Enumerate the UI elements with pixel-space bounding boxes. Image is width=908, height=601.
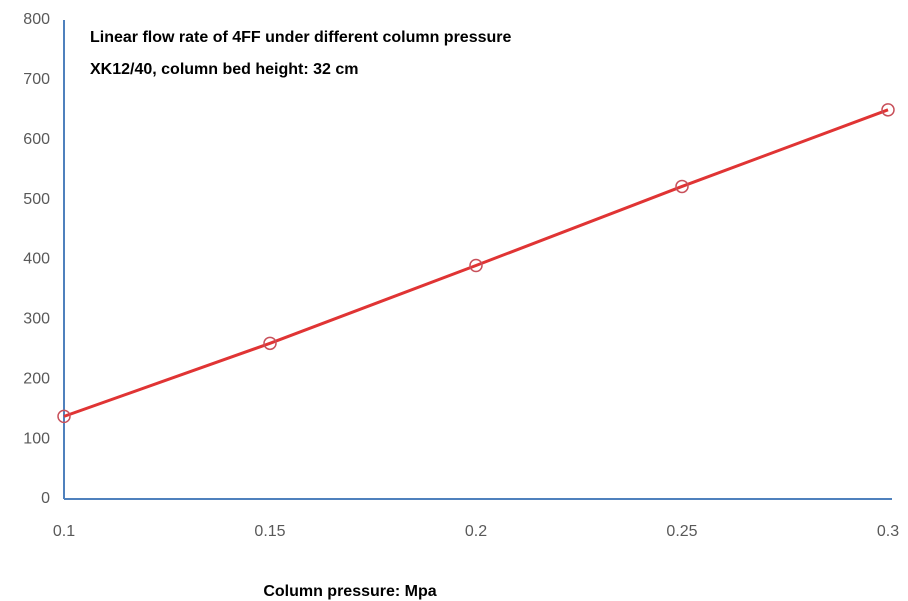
x-tick-label: 0.1: [53, 523, 75, 540]
marker: [881, 103, 895, 117]
marker: [469, 258, 483, 273]
y-tick-label: 0: [41, 490, 50, 507]
x-tick-label: 0.25: [666, 523, 697, 540]
marker: [675, 179, 689, 194]
marker: [263, 336, 277, 351]
y-tick-label: 600: [23, 131, 50, 148]
y-tick-label: 400: [23, 251, 50, 268]
x-tick-label: 0.15: [254, 523, 285, 540]
chart-title: Linear flow rate of 4FF under different …: [90, 29, 512, 46]
y-tick-label: 300: [23, 311, 50, 328]
y-tick-label: 800: [23, 11, 50, 28]
y-tick-label: 700: [23, 71, 50, 88]
x-tick-label: 0.3: [877, 523, 899, 540]
chart-subtitle: XK12/40, column bed height: 32 cm: [90, 61, 359, 78]
x-axis-label: Column pressure: Mpa: [263, 583, 436, 600]
y-tick-label: 200: [23, 370, 50, 387]
y-tick-label: 500: [23, 191, 50, 208]
x-tick-label: 0.2: [465, 523, 487, 540]
marker: [57, 409, 71, 424]
y-tick-label: 100: [23, 430, 50, 447]
line: [63, 108, 889, 418]
